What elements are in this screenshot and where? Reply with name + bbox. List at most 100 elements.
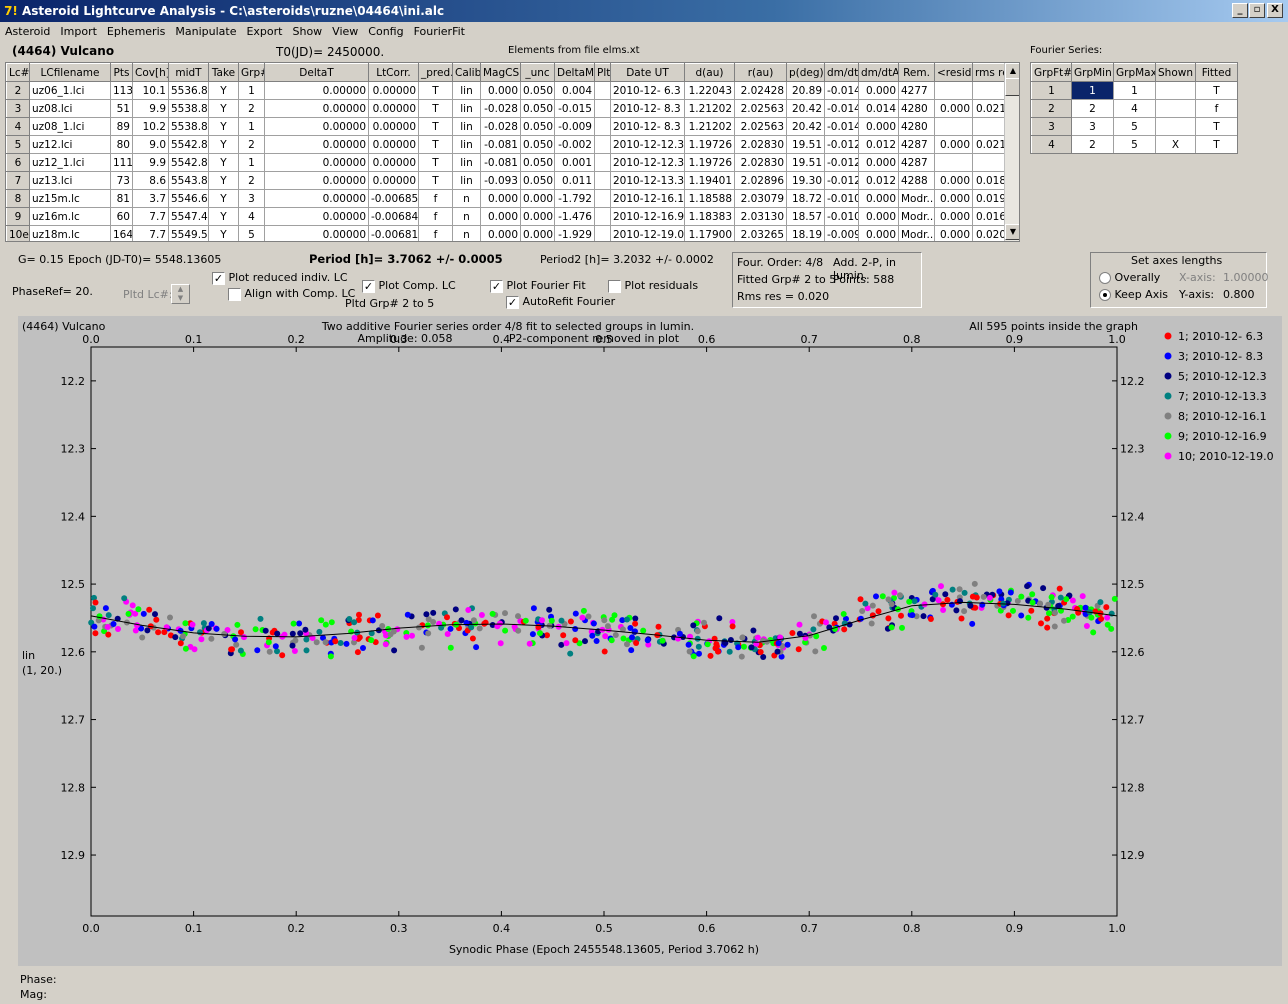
lc-cell[interactable]: 0.000 <box>934 99 973 118</box>
lc-cell[interactable]: uz13.lci <box>29 171 111 190</box>
lc-cell[interactable]: 0.000 <box>858 189 899 208</box>
lc-cell[interactable]: -0.010 <box>824 189 859 208</box>
lc-cell[interactable]: 9.9 <box>132 99 169 118</box>
lc-cell[interactable] <box>594 99 611 118</box>
fourier-cell[interactable]: T <box>1195 81 1237 100</box>
lc-cell[interactable]: 164 <box>110 225 133 241</box>
autorefit-option[interactable]: ✓ AutoRefit Fourier <box>506 295 615 309</box>
lc-col-header[interactable]: midT <box>168 63 209 82</box>
lc-cell[interactable]: 4280 <box>898 99 935 118</box>
lc-cell[interactable]: Y <box>208 81 239 100</box>
lc-cell[interactable]: 0.00000 <box>264 171 369 190</box>
lc-cell[interactable]: 5543.8 <box>168 171 209 190</box>
scroll-thumb[interactable] <box>1005 78 1019 96</box>
lc-cell[interactable]: 51 <box>110 99 133 118</box>
lc-row-header[interactable]: 4 <box>6 117 30 136</box>
lc-cell[interactable]: -0.014 <box>824 117 859 136</box>
lc-col-header[interactable]: Plt <box>594 63 611 82</box>
lc-cell[interactable]: 0.00000 <box>368 81 419 100</box>
lc-cell[interactable]: 0.004 <box>554 81 595 100</box>
lc-cell[interactable]: 1.21202 <box>684 117 735 136</box>
lc-cell[interactable]: 5538.8 <box>168 117 209 136</box>
pltd-lc-spinner[interactable]: ▲ ▼ <box>171 284 190 304</box>
lc-cell[interactable]: 0.000 <box>858 153 899 172</box>
keep-axis-option[interactable]: Keep Axis <box>1099 288 1168 301</box>
lc-table-row[interactable]: 8 uz15m.lc 81 3.7 5546.6 Y 3 0.00000 -0.00685 f n 0… <box>6 189 1009 208</box>
fourier-row-header[interactable]: 4 <box>1031 135 1072 153</box>
lc-cell[interactable]: 0.050 <box>520 171 555 190</box>
plot-fourier-checkbox[interactable]: ✓ <box>490 279 503 293</box>
lc-cell[interactable]: uz08.lci <box>29 99 111 118</box>
lc-cell[interactable]: 0.000 <box>934 135 973 154</box>
lc-cell[interactable]: 3 <box>238 189 265 208</box>
lc-row-header[interactable]: 10e <box>6 225 30 241</box>
lc-cell[interactable]: T <box>418 153 453 172</box>
lc-cell[interactable]: Y <box>208 135 239 154</box>
lc-table-scrollbar[interactable]: ▲ ▼ <box>1004 63 1019 241</box>
lc-cell[interactable]: 0.00000 <box>264 189 369 208</box>
lc-cell[interactable]: 1.18383 <box>684 207 735 226</box>
lc-cell[interactable]: 5538.8 <box>168 99 209 118</box>
plot-reduced-checkbox[interactable]: ✓ <box>212 271 225 285</box>
lc-cell[interactable]: 2 <box>238 171 265 190</box>
lc-cell[interactable] <box>934 117 973 136</box>
lc-cell[interactable]: 0.00000 <box>264 135 369 154</box>
menu-export[interactable]: Export <box>246 25 283 38</box>
lc-cell[interactable]: 0.00000 <box>368 153 419 172</box>
lc-cell[interactable]: 2.02830 <box>734 153 787 172</box>
lc-cell[interactable]: 2 <box>238 99 265 118</box>
lc-cell[interactable]: 0.00000 <box>368 171 419 190</box>
lc-cell[interactable]: -0.093 <box>480 171 521 190</box>
lc-cell[interactable]: 0.000 <box>858 81 899 100</box>
lc-cell[interactable]: f <box>418 225 453 241</box>
lc-cell[interactable]: 1.19726 <box>684 153 735 172</box>
lc-row-header[interactable]: 5 <box>6 135 30 154</box>
lc-cell[interactable]: 73 <box>110 171 133 190</box>
lc-cell[interactable]: 2.03265 <box>734 225 787 241</box>
menu-manipulate[interactable]: Manipulate <box>175 25 237 38</box>
fourier-cell[interactable] <box>1155 81 1196 100</box>
lc-cell[interactable]: -0.009 <box>824 225 859 241</box>
fourier-cell[interactable]: X <box>1155 135 1196 153</box>
lc-cell[interactable]: 2010-12-16.9 <box>610 207 685 226</box>
lc-cell[interactable]: 0.000 <box>480 189 521 208</box>
lc-cell[interactable]: 2010-12- 8.3 <box>610 99 685 118</box>
lc-cell[interactable]: uz12_1.lci <box>29 153 111 172</box>
lc-cell[interactable]: T <box>418 81 453 100</box>
lc-cell[interactable]: 0.012 <box>858 135 899 154</box>
lc-cell[interactable]: 0.011 <box>554 171 595 190</box>
lc-cell[interactable]: 5 <box>238 225 265 241</box>
maximize-button[interactable]: ▫ <box>1249 3 1265 18</box>
lc-cell[interactable]: lin <box>452 135 481 154</box>
lc-cell[interactable]: 2010-12-12.3 <box>610 135 685 154</box>
lc-cell[interactable]: -0.00684 <box>368 207 419 226</box>
lc-cell[interactable]: -1.792 <box>554 189 595 208</box>
lc-cell[interactable]: 9.0 <box>132 135 169 154</box>
lc-cell[interactable]: 0.050 <box>520 117 555 136</box>
lc-cell[interactable] <box>934 81 973 100</box>
y-axis-input[interactable]: 0.800 <box>1223 288 1255 301</box>
lc-cell[interactable]: Y <box>208 99 239 118</box>
lc-cell[interactable]: 0.050 <box>520 81 555 100</box>
lc-cell[interactable]: 10.1 <box>132 81 169 100</box>
lc-cell[interactable] <box>594 117 611 136</box>
lc-cell[interactable]: 0.000 <box>520 189 555 208</box>
lc-col-header[interactable]: DeltaM <box>554 63 595 82</box>
lc-cell[interactable]: 1.19401 <box>684 171 735 190</box>
lc-cell[interactable]: 1 <box>238 117 265 136</box>
lc-cell[interactable]: Y <box>208 225 239 241</box>
lc-table-row[interactable]: 6 uz12_1.lci 111 9.9 5542.8 Y 1 0.00000 0.00000 T… <box>6 153 1009 172</box>
lc-cell[interactable]: 2010-12-16.1 <box>610 189 685 208</box>
fourier-cell[interactable]: T <box>1195 135 1237 153</box>
lc-cell[interactable]: 5542.8 <box>168 153 209 172</box>
lc-cell[interactable]: Modr... <box>898 225 935 241</box>
lc-row-header[interactable]: 8 <box>6 189 30 208</box>
lc-col-header[interactable]: MagCS <box>480 63 521 82</box>
lc-cell[interactable]: 20.42 <box>786 99 825 118</box>
lc-cell[interactable]: lin <box>452 99 481 118</box>
lc-cell[interactable]: 0.000 <box>934 189 973 208</box>
lc-cell[interactable]: 0.00000 <box>264 207 369 226</box>
fourier-cell[interactable]: 3 <box>1071 117 1114 136</box>
lc-cell[interactable]: -0.00681 <box>368 225 419 241</box>
